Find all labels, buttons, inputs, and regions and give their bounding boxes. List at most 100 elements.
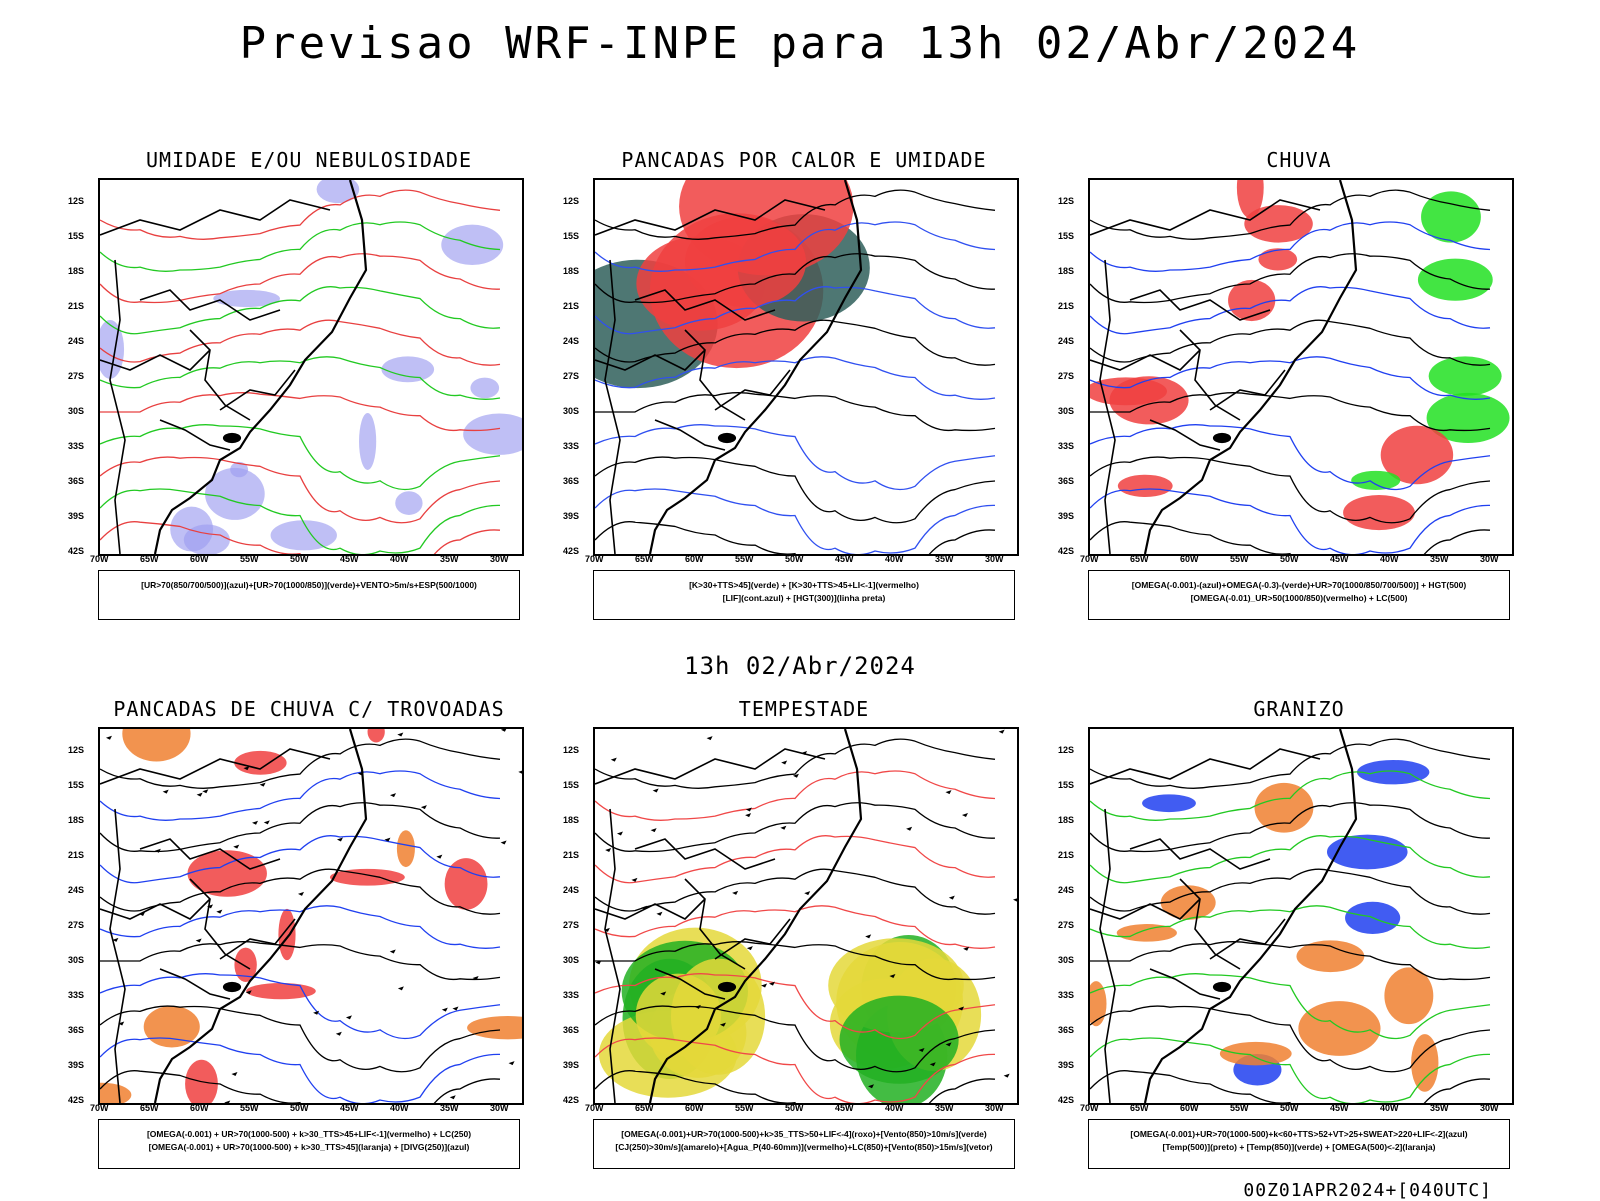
contour-line	[100, 770, 501, 821]
fill-region	[1356, 759, 1430, 785]
wind-arrow	[154, 848, 161, 853]
wind-arrow	[508, 1061, 515, 1066]
fill-region	[1090, 981, 1107, 1027]
wind-arrow	[918, 1048, 925, 1053]
panel-title: GRANIZO	[1253, 697, 1345, 721]
contour-line	[1090, 835, 1491, 884]
filled-areas	[1090, 759, 1439, 1092]
lon-tick-label: 40W	[885, 554, 904, 564]
main-title: Previsao WRF-INPE para 13h 02/Abr/2024	[239, 18, 1361, 69]
contour-line	[1090, 1005, 1491, 1073]
contour-line	[1090, 1070, 1491, 1103]
map-panel: UMIDADE E/OU NEBULOSIDADE 12S 15S 18S 21S 24S…	[60, 148, 524, 628]
country-border	[595, 748, 826, 785]
lon-tick-label: 65W	[1130, 1103, 1149, 1113]
fill-region	[463, 413, 522, 455]
geography	[595, 729, 863, 1103]
lon-tick-label: 30W	[490, 554, 509, 564]
lat-tick-label: 36S	[1058, 476, 1075, 486]
wind-arrow	[792, 773, 799, 778]
lake	[717, 981, 737, 993]
lon-tick-label: 35W	[440, 554, 459, 564]
wind-arrow	[656, 911, 663, 916]
contour-lines	[595, 738, 996, 1103]
country-border	[109, 259, 126, 554]
country-border	[219, 369, 296, 411]
wind-arrow	[436, 854, 443, 859]
geography	[1090, 729, 1358, 1103]
weather-map	[98, 178, 524, 556]
lon-tick-label: 60W	[190, 1103, 209, 1113]
lon-tick-label: 70W	[1080, 554, 1099, 564]
weather-map	[1088, 727, 1514, 1105]
lat-tick-label: 18S	[68, 815, 85, 825]
map-panel: PANCADAS DE CHUVA C/ TROVOADAS 12S 15S 18S 2…	[60, 697, 524, 1177]
lake	[222, 981, 242, 993]
lon-tick-label: 45W	[1330, 1103, 1349, 1113]
contour-line	[1090, 905, 1491, 949]
wind-arrow	[452, 1006, 459, 1011]
contour-line	[1090, 1037, 1491, 1103]
legend-line: [OMEGA(-0.01)_UR>50(1000/850)(vermelho) …	[1190, 593, 1408, 603]
lat-tick-label: 39S	[1058, 511, 1075, 521]
panel-legend: [OMEGA(-0.001)-(azul)+OMEGA(-0.3)-(verde…	[1088, 570, 1510, 620]
fill-region	[316, 180, 360, 204]
wind-arrow	[945, 790, 952, 795]
fill-region	[1298, 1001, 1381, 1056]
lat-tick-label: 33S	[1058, 990, 1075, 1000]
contour-line	[100, 973, 501, 1040]
filled-areas	[100, 180, 522, 554]
run-info: 00Z01APR2024+[040UTC]	[1243, 1180, 1492, 1201]
country-border	[1149, 419, 1221, 451]
contour-line	[100, 521, 501, 554]
wind-arrow	[1013, 898, 1017, 902]
lake	[222, 432, 242, 444]
contour-line	[595, 319, 996, 366]
wind-arrow	[263, 820, 270, 825]
lat-tick-label: 18S	[1058, 815, 1075, 825]
lon-tick-label: 70W	[1080, 1103, 1099, 1113]
fill-region	[1380, 425, 1454, 485]
lon-tick-label: 45W	[1330, 554, 1349, 564]
wind-arrow	[243, 766, 250, 771]
fill-region	[187, 850, 267, 897]
coastline	[1143, 180, 1358, 554]
lat-tick-label: 36S	[1058, 1025, 1075, 1035]
country-border	[159, 419, 231, 451]
lat-tick-label: 30S	[563, 406, 580, 416]
contour-line	[595, 738, 996, 789]
map-graphic	[1090, 729, 1491, 1103]
lon-tick-label: 50W	[290, 554, 309, 564]
lat-tick-label: 33S	[563, 990, 580, 1000]
wind-arrow	[118, 1021, 125, 1026]
wind-arrow	[867, 1084, 874, 1089]
lat-tick-label: 30S	[68, 406, 85, 416]
contour-line	[1090, 424, 1491, 491]
country-border	[604, 259, 621, 554]
lon-tick-label: 70W	[585, 1103, 604, 1113]
wind-arrow	[335, 1031, 342, 1036]
contour-line	[100, 424, 501, 491]
contour-line	[595, 905, 996, 949]
fill-region	[100, 1082, 132, 1103]
geography	[1090, 180, 1358, 554]
wind-arrow	[196, 792, 203, 797]
contour-line	[1090, 221, 1491, 272]
country-border	[109, 808, 126, 1103]
lon-tick-label: 50W	[785, 1103, 804, 1113]
wind-arrow	[195, 938, 202, 943]
lon-tick-label: 65W	[140, 1103, 159, 1113]
lon-tick-label: 55W	[735, 1103, 754, 1113]
fill-region	[183, 524, 230, 554]
wind-arrow	[768, 981, 775, 986]
contour-line	[595, 973, 996, 1040]
geography	[100, 729, 368, 1103]
lat-tick-label: 15S	[68, 231, 85, 241]
wind-arrow	[336, 837, 343, 842]
panel-legend: [OMEGA(-0.001) + UR>70(1000-500) + k>30_…	[98, 1119, 520, 1169]
lat-tick-label: 15S	[1058, 780, 1075, 790]
country-border	[654, 968, 726, 1000]
lat-tick-label: 33S	[68, 441, 85, 451]
country-border	[684, 329, 746, 421]
wind-arrow	[313, 1010, 320, 1015]
